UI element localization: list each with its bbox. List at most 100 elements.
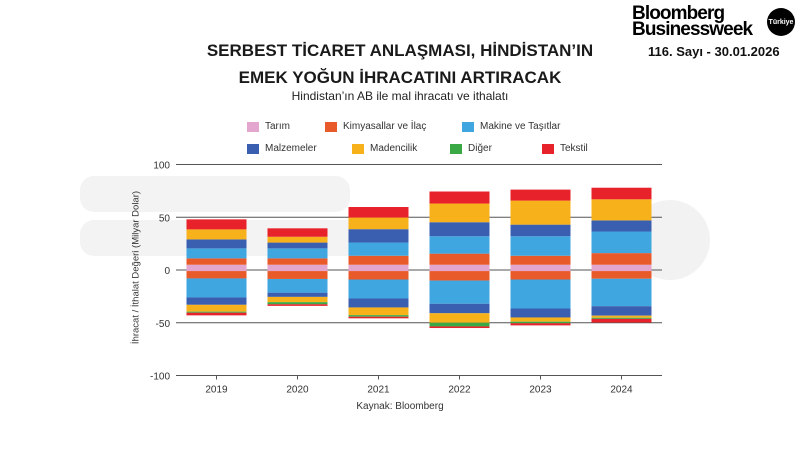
bar-segment-import [186,271,247,279]
bar-segment-export [186,258,247,265]
x-tick-label: 2020 [286,385,309,396]
bar-segment-import [510,271,571,280]
bar-segment-import [591,315,652,318]
bar-segment-export [267,228,328,237]
bar-segment-import [429,271,490,281]
bar-segment-import [267,292,328,297]
bar-segment-import [267,302,328,305]
logo-badge: Türkiye [767,8,795,36]
bar-segment-export [186,239,247,249]
bar-segment-import [429,322,490,327]
legend-swatch [247,143,259,154]
bar-segment-export [267,236,328,243]
issue-date: 116. Sayı - 30.01.2026 [648,44,780,59]
legend-item: Makine ve Taşıtlar [462,121,560,132]
y-tick-label: 0 [164,266,170,277]
bar-segment-import [186,304,247,312]
x-tick-label: 2021 [367,385,390,396]
bar-segment-import [510,279,571,309]
legend-swatch [462,121,474,132]
bar-segment-export [591,199,652,221]
bar-segment-import [186,312,247,316]
y-tick-label: 50 [159,213,171,224]
brand-logo: Bloomberg Businessweek [632,3,753,39]
legend-item: Malzemeler [247,143,317,154]
bar-segment-export [348,242,409,256]
x-tick-label: 2019 [205,385,228,396]
legend-item: Diğer [450,143,492,154]
legend-label: Madencilik [370,143,418,154]
bar-segment-export [591,253,652,265]
x-tick-label: 2022 [448,385,471,396]
bar-segment-import [186,270,247,272]
bar-segment-import [510,308,571,318]
bar-segment-export [186,248,247,259]
bar-segment-import [429,303,490,314]
legend-label: Tarım [265,121,290,132]
bar-segment-export [267,242,328,249]
bar-segment-export [510,264,571,270]
legend-label: Malzemeler [265,143,317,154]
legend-swatch [450,143,462,154]
bar-segment-import [510,323,571,326]
bar-segment-import [429,270,490,272]
y-tick-label: -50 [156,319,171,330]
bar-segment-import [348,270,409,272]
chart-subtitle: Hindistan’ın AB ile mal ihracatı ve itha… [291,89,509,103]
bar-segment-export [510,255,571,265]
bar-segment-export [510,236,571,256]
legend-label: Tekstil [560,143,588,154]
bar-segment-import [348,298,409,308]
legend-label: Kimyasallar ve İlaç [343,121,427,132]
title-line1: SERBEST TİCARET ANLAŞMASI, HİNDİSTAN’IN [206,41,594,60]
bar-segment-export [186,229,247,240]
source-note: Kaynak: Bloomberg [356,401,444,412]
bar-segment-export [348,264,409,270]
bar-segment-import [348,316,409,319]
bar-segment-import [591,270,652,272]
legend-swatch [247,121,259,132]
bar-segment-import [186,278,247,298]
x-tick-label: 2023 [529,385,552,396]
bar-segment-import [348,271,409,280]
bar-segment-import [186,297,247,305]
bar-segment-export [429,236,490,254]
legend-label: Makine ve Taşıtlar [480,121,561,132]
legend-item: Madencilik [352,143,417,154]
legend-swatch [325,121,337,132]
y-tick-label: 100 [153,161,170,172]
chart-title: SERBEST TİCARET ANLAŞMASI, HİNDİSTAN’IN … [150,37,650,91]
title-line2: EMEK YOĞUN İHRACATINI ARTIRACAK [238,68,562,87]
bar-segment-export [267,264,328,270]
watermark-shape-line1 [80,176,350,212]
x-tick-label: 2024 [610,385,633,396]
logo-line1: Bloomberg [632,3,725,24]
bar-segment-import [267,304,328,306]
bar-segment-export [186,219,247,230]
bar-segment-import [267,296,328,303]
bar-segment-import [186,311,247,313]
legend-item: Tekstil [542,143,588,154]
bar-segment-import [267,278,328,293]
bar-segment-import [510,321,571,324]
bar-segment-import [348,279,409,299]
bar-segment-export [591,187,652,200]
legend-item: Kimyasallar ve İlaç [325,121,426,132]
legend-item: Tarım [247,121,290,132]
bar-segment-export [591,231,652,254]
bar-segment-import [348,315,409,317]
bar-segment-export [510,200,571,225]
legend-label: Diğer [468,143,492,154]
bar-segment-import [591,271,652,279]
bar-segment-import [348,307,409,316]
bar-segment-import [429,326,490,329]
bar-segment-export [348,217,409,230]
y-tick-label: -100 [150,372,170,383]
bar-segment-export [429,203,490,223]
bar-segment-export [348,255,409,265]
bar-segment-export [429,253,490,265]
bar-segment-export [510,189,571,201]
bar-segment-export [267,258,328,265]
bar-segment-export [429,264,490,270]
